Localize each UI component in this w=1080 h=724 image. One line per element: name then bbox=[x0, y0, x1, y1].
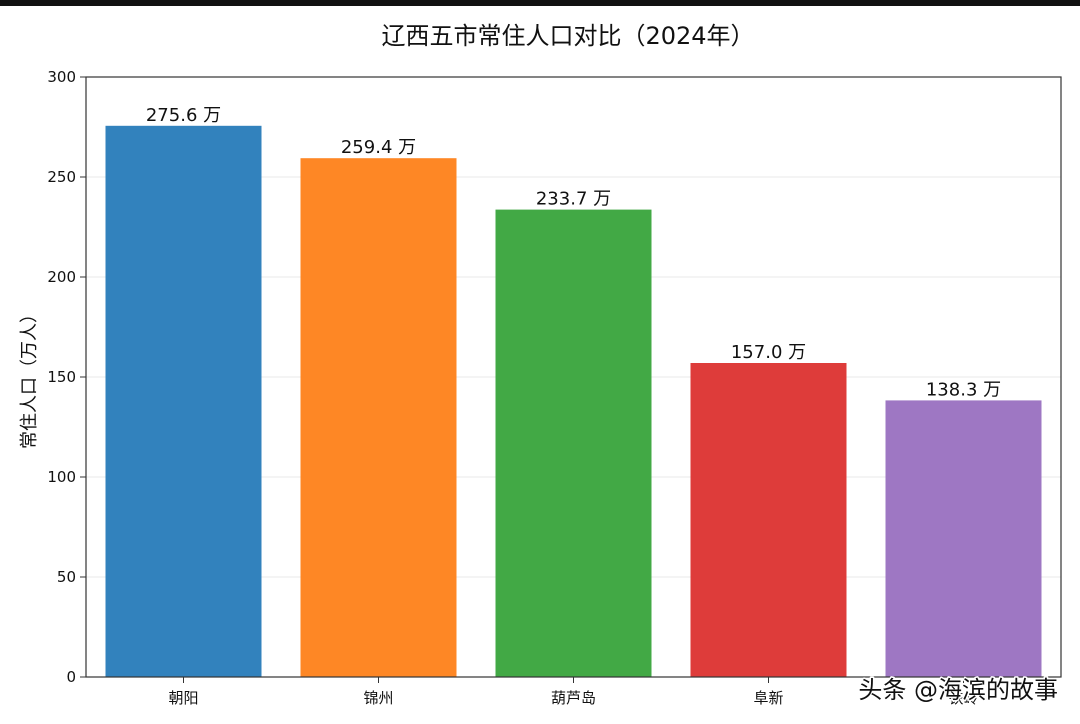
x-axis-ticks: 朝阳 锦州 葫芦岛 阜新 铁岭 bbox=[168, 677, 979, 707]
bar bbox=[690, 363, 847, 677]
bar-value-label: 275.6 万 bbox=[146, 105, 221, 126]
y-tick-label: 300 bbox=[47, 68, 76, 86]
y-tick-label: 150 bbox=[47, 368, 76, 386]
x-tick-label: 锦州 bbox=[363, 689, 393, 707]
y-tick-label: 200 bbox=[47, 268, 76, 286]
y-tick-label: 50 bbox=[57, 568, 76, 586]
y-tick-label: 250 bbox=[47, 168, 76, 186]
chart-title: 辽西五市常住人口对比（2024年） bbox=[381, 22, 754, 50]
bar bbox=[495, 209, 652, 677]
bar-value-label: 138.3 万 bbox=[926, 379, 1001, 400]
bar-value-label: 233.7 万 bbox=[536, 189, 611, 210]
y-tick-label: 100 bbox=[47, 468, 76, 486]
x-tick-label: 阜新 bbox=[753, 689, 783, 707]
y-axis-label: 常住人口（万人） bbox=[19, 305, 40, 449]
top-strip bbox=[0, 0, 1080, 6]
x-tick-label: 朝阳 bbox=[168, 689, 198, 707]
bar bbox=[885, 400, 1042, 677]
y-tick-label: 0 bbox=[66, 668, 76, 686]
value-labels-layer: 275.6 万 259.4 万 233.7 万 157.0 万 138.3 万 bbox=[146, 105, 1001, 401]
bar bbox=[300, 158, 457, 677]
bars-layer bbox=[105, 125, 1042, 678]
x-tick-label: 铁岭 bbox=[948, 689, 978, 707]
x-tick-label: 葫芦岛 bbox=[551, 689, 596, 707]
y-axis-ticks: 0 50 100 150 200 250 300 bbox=[47, 68, 86, 686]
bar-value-label: 157.0 万 bbox=[731, 342, 806, 363]
watermark: 头条 @海滨的故事 bbox=[858, 676, 1058, 704]
bar bbox=[105, 125, 262, 678]
bar-value-label: 259.4 万 bbox=[341, 137, 416, 158]
